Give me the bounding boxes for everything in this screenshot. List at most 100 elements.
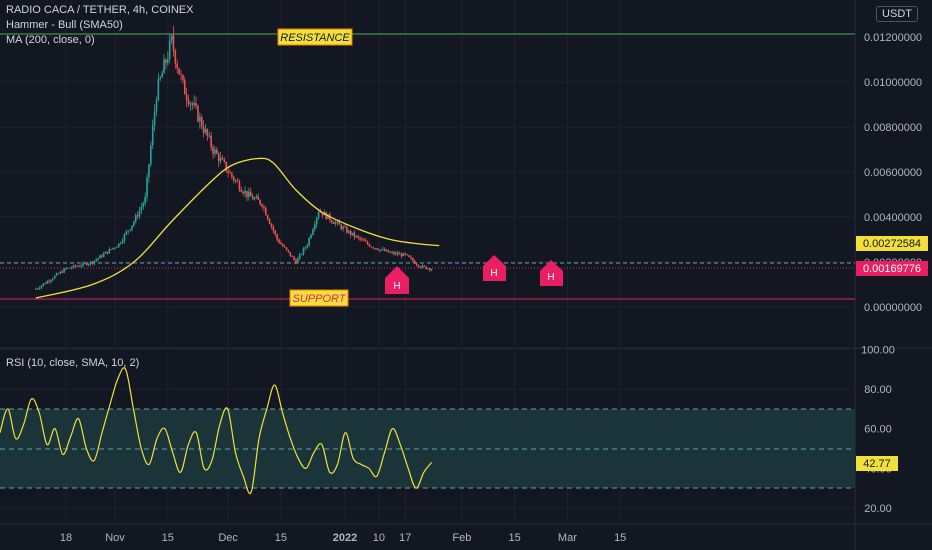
time-tick-label: 15 (162, 532, 174, 544)
candle-body (236, 180, 239, 182)
candle-body (138, 210, 141, 217)
candles (35, 25, 433, 291)
candle-body (206, 129, 209, 136)
candle-body (42, 283, 45, 286)
candle-body (223, 159, 226, 162)
currency-button[interactable]: USDT (876, 6, 918, 22)
candle-body (244, 190, 246, 194)
candle-body (314, 224, 316, 230)
candle-body (268, 219, 271, 224)
candle-body (393, 252, 395, 255)
candle-body (349, 230, 352, 235)
candle-body (89, 261, 92, 264)
candle-body (72, 265, 75, 268)
candle-body (101, 255, 103, 257)
hammer-marker[interactable]: H (483, 255, 506, 281)
candle-body (163, 59, 165, 74)
candle-body (395, 252, 397, 255)
candle-body (134, 215, 137, 222)
candle-body (293, 256, 295, 260)
candle-body (204, 129, 207, 133)
candle-body (280, 242, 282, 245)
ma-indicator-legend[interactable]: MA (200, close, 0) (6, 34, 95, 46)
candle-body (359, 237, 361, 240)
candle-body (119, 242, 122, 244)
candle-body (406, 254, 408, 256)
candle-body (298, 254, 301, 259)
candle-body (415, 263, 418, 265)
hammer-marker-text: H (393, 281, 400, 292)
candle-body (370, 246, 373, 248)
candle-body (308, 237, 310, 246)
hammer-marker[interactable]: H (540, 260, 563, 286)
candle-body (125, 231, 128, 235)
candle-body (35, 289, 37, 290)
hammer-marker-text: H (547, 272, 554, 283)
price-tick-label: 0.00000000 (864, 302, 922, 314)
candle-body (183, 80, 186, 95)
candle-body (372, 247, 375, 249)
candle-body (229, 172, 231, 174)
candle-body (336, 221, 339, 223)
candle-body (315, 217, 318, 225)
candle-body (430, 269, 433, 271)
candle-body (151, 125, 154, 146)
candle-body (142, 203, 145, 207)
candle-body (265, 207, 267, 216)
candle-body (225, 161, 228, 171)
candle-body (176, 63, 179, 69)
candle-body (112, 247, 114, 250)
candle-body (240, 189, 243, 192)
support-text: SUPPORT (293, 293, 347, 305)
candle-body (114, 247, 116, 249)
candle-body (287, 249, 290, 253)
candle-body (361, 239, 363, 241)
support-label[interactable]: SUPPORT (289, 289, 349, 307)
candle-body (261, 204, 263, 207)
candle-body (219, 157, 222, 162)
candle-body (283, 246, 286, 248)
candle-body (172, 35, 175, 51)
candle-body (251, 196, 254, 200)
time-axis[interactable]: 18 Nov 15 Dec 15 2022 10 17 Feb 15 Mar 15 (60, 532, 626, 544)
hammer-marker[interactable]: H (385, 266, 409, 294)
candle-body (285, 247, 288, 250)
candle-body (342, 226, 344, 229)
candle-body (210, 135, 212, 148)
candle-body (353, 232, 356, 238)
candle-body (319, 212, 322, 213)
candle-body (87, 263, 90, 266)
candle-body (50, 280, 52, 282)
symbol-legend[interactable]: RADIO CACA / TETHER, 4h, COINEX (6, 4, 194, 16)
candle-body (140, 206, 143, 211)
ma-price-value: 0.00272584 (863, 238, 921, 250)
candle-body (232, 176, 235, 181)
candle-body (242, 191, 244, 194)
candle-body (238, 181, 241, 190)
ma-price-badge: 0.00272584 (856, 236, 928, 251)
candle-body (270, 223, 273, 227)
hammer-indicator-legend[interactable]: Hammer - Bull (SMA50) (6, 19, 123, 31)
candle-body (91, 261, 94, 264)
candle-body (306, 245, 309, 248)
time-tick-label: 10 (373, 532, 385, 544)
rsi-indicator-legend[interactable]: RSI (10, close, SMA, 10, 2) (6, 357, 140, 369)
candle-body (78, 266, 80, 267)
candle-body (166, 59, 169, 63)
candle-body (116, 246, 118, 248)
candle-body (248, 191, 250, 198)
rsi-tick-label: 20.00 (864, 503, 892, 515)
candle-body (385, 250, 388, 251)
resistance-label[interactable]: RESISTANCE (277, 28, 353, 46)
candle-body (123, 234, 126, 241)
candle-body (38, 287, 41, 289)
time-tick-label: 15 (509, 532, 521, 544)
candle-body (334, 222, 337, 224)
candle-body (276, 234, 278, 240)
candle-body (136, 215, 139, 217)
candle-body (178, 68, 180, 75)
price-tick-label: 0.00400000 (864, 212, 922, 224)
candle-body (355, 235, 358, 238)
ma200-line (35, 157, 440, 299)
